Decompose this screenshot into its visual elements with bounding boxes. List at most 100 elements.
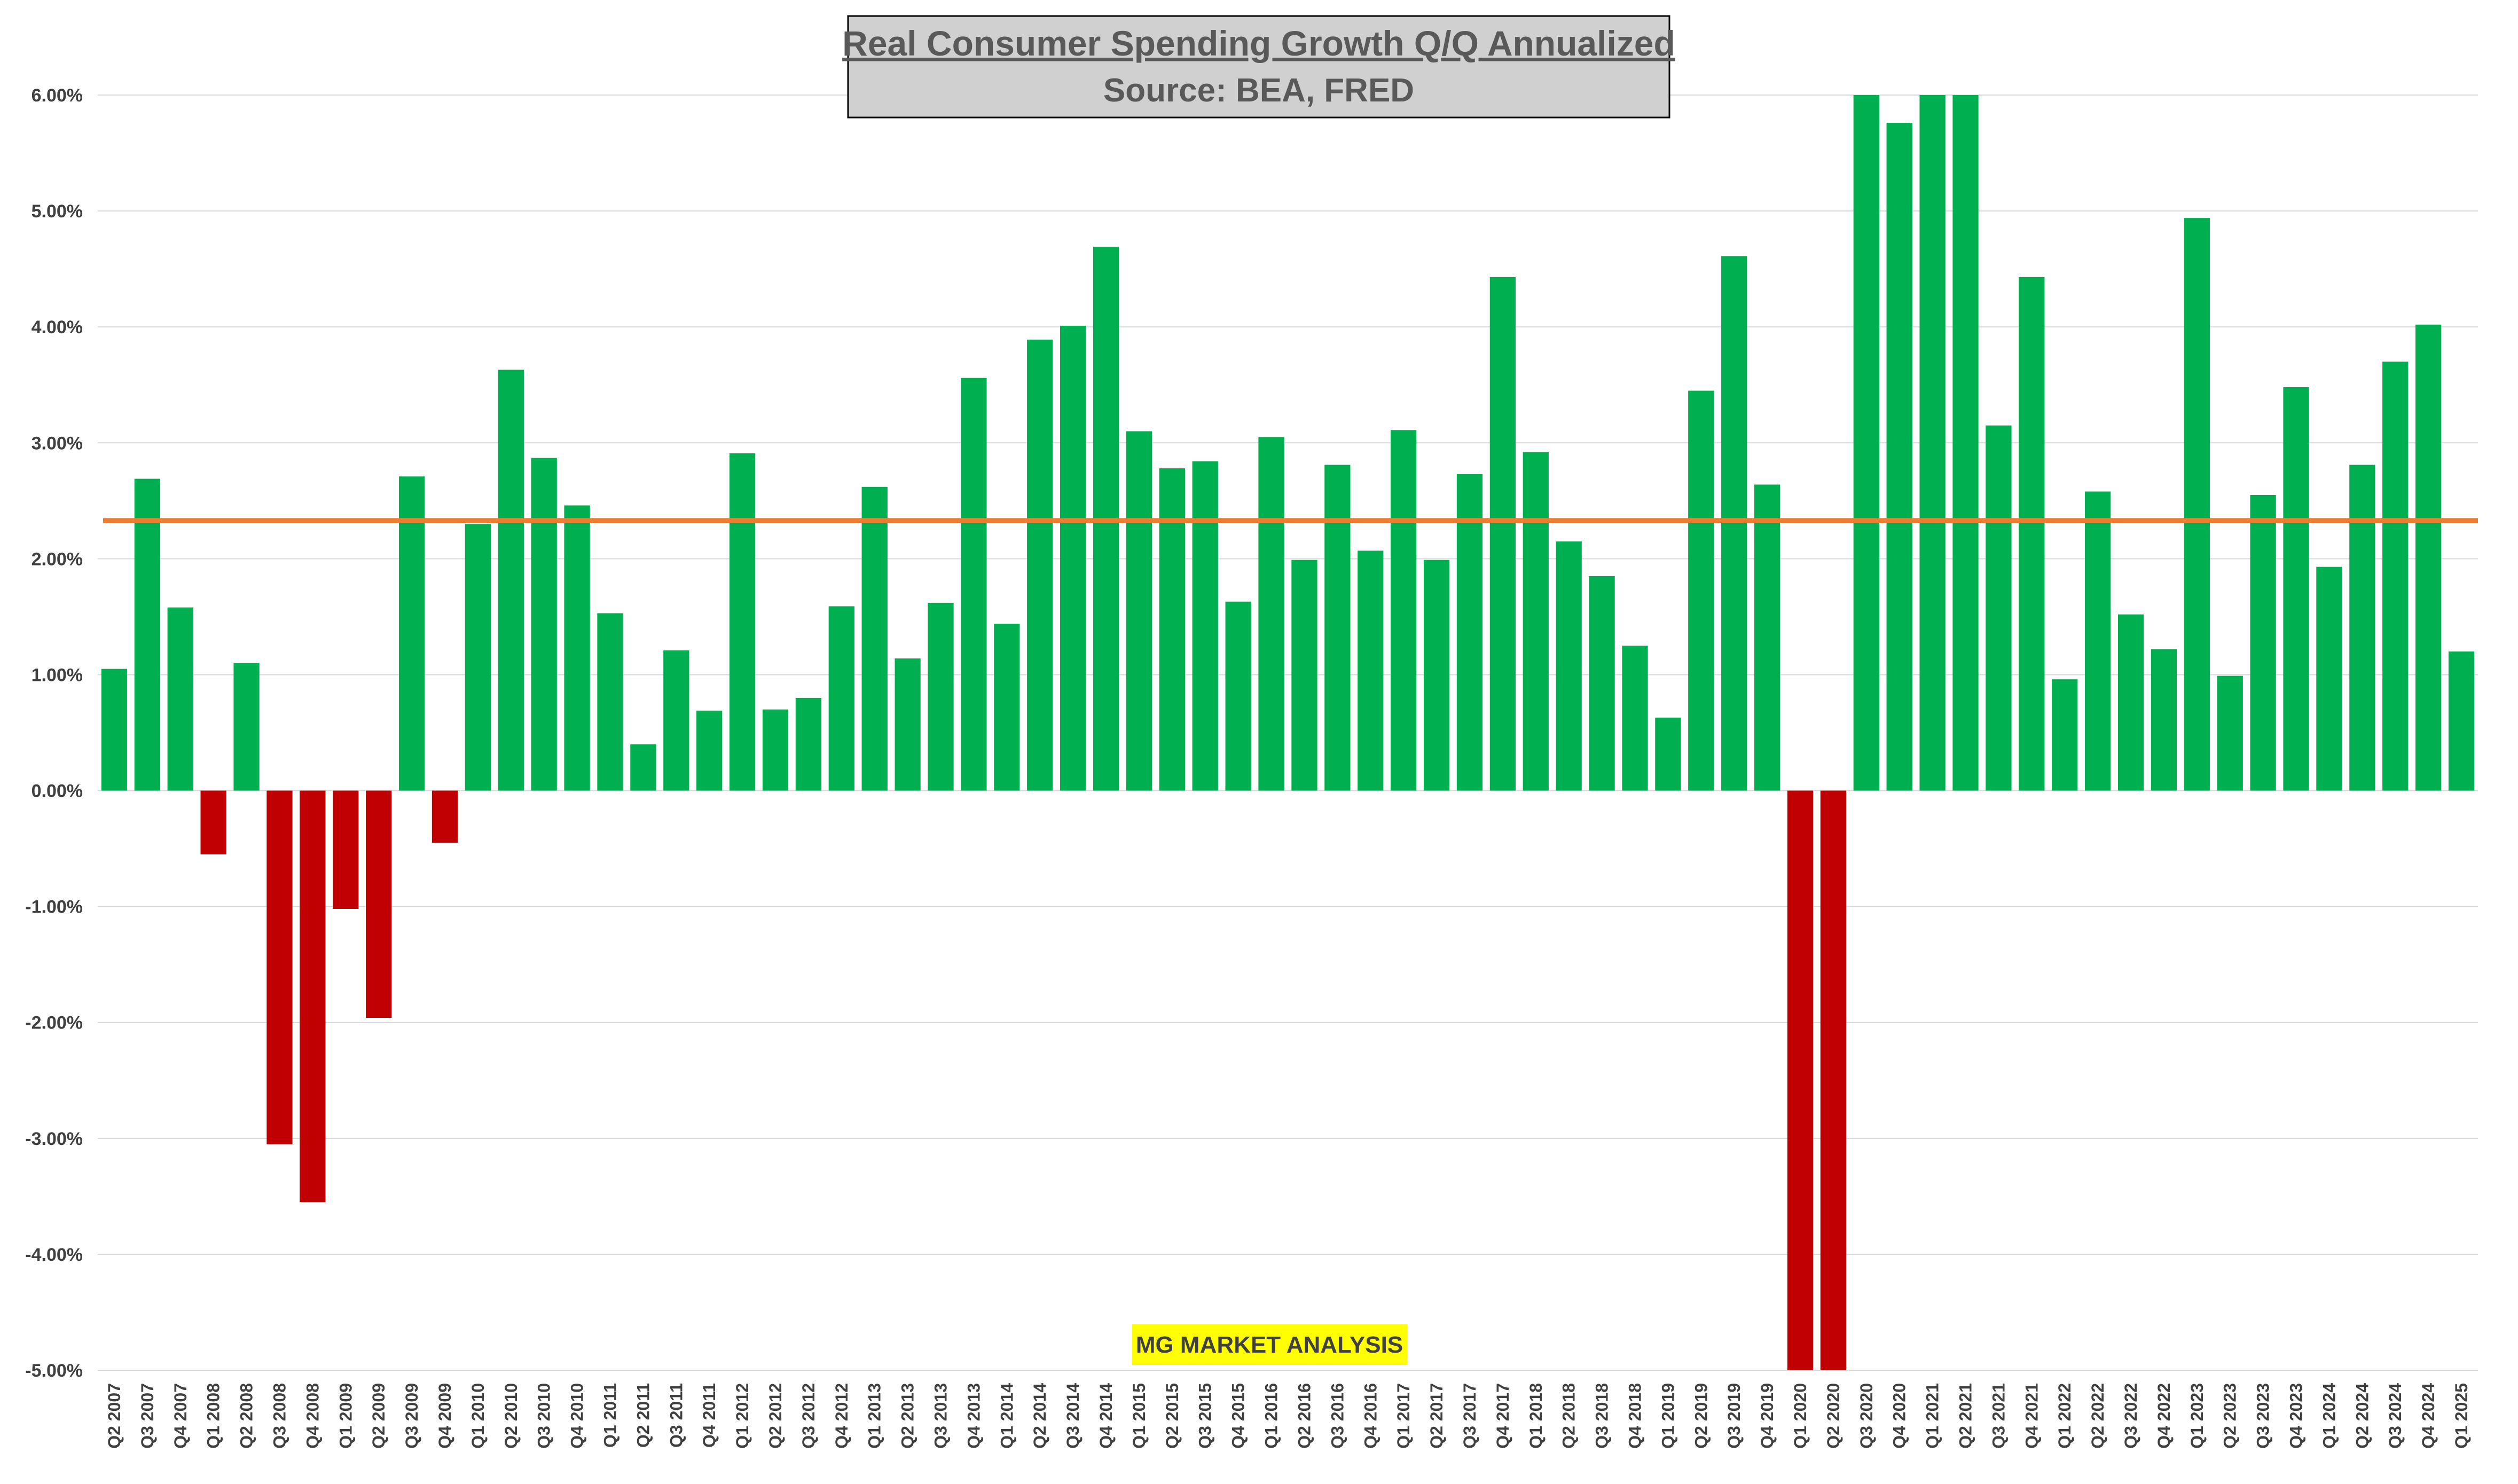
x-tick-label: Q4 2008 [303, 1383, 322, 1449]
x-tick-label: Q4 2017 [1493, 1383, 1512, 1449]
x-tick-label: Q2 2010 [501, 1383, 521, 1449]
x-tick-label: Q3 2019 [1724, 1383, 1744, 1449]
x-tick-label: Q2 2015 [1163, 1383, 1182, 1449]
bar [1456, 474, 1483, 791]
x-tick-label: Q1 2012 [733, 1383, 752, 1449]
bar [1787, 790, 1814, 1370]
x-tick-label: Q2 2017 [1427, 1383, 1446, 1449]
bars [101, 95, 2475, 1370]
bar [333, 790, 359, 909]
bar [531, 458, 557, 791]
x-tick-label: Q3 2024 [2386, 1383, 2405, 1449]
x-tick-label: Q3 2007 [138, 1383, 157, 1449]
x-tick-label: Q4 2019 [1758, 1383, 1777, 1449]
bar [1820, 790, 1847, 1370]
y-tick-label: -1.00% [25, 897, 83, 917]
bar [597, 613, 623, 791]
y-tick-label: 5.00% [32, 201, 83, 222]
bar [1423, 560, 1450, 791]
bar [1225, 601, 1251, 791]
bar [2250, 494, 2276, 791]
bar [1853, 95, 1879, 791]
bar [1919, 95, 1946, 791]
bar [1655, 717, 1681, 791]
x-tick-label: Q1 2009 [336, 1383, 355, 1449]
x-tick-label: Q1 2024 [2319, 1383, 2339, 1449]
bar [1886, 123, 1912, 791]
x-tick-label: Q4 2024 [2419, 1383, 2438, 1449]
x-tick-label: Q4 2007 [171, 1383, 190, 1449]
x-tick-label: Q4 2012 [832, 1383, 851, 1449]
x-tick-label: Q4 2015 [1229, 1383, 1248, 1449]
x-tick-label: Q1 2020 [1791, 1383, 1810, 1449]
x-tick-label: Q2 2014 [1030, 1383, 1049, 1449]
bar [2415, 324, 2442, 791]
bar [2382, 362, 2409, 791]
x-tick-label: Q4 2010 [568, 1383, 587, 1449]
x-tick-label: Q1 2019 [1658, 1383, 1677, 1449]
x-tick-label: Q4 2022 [2154, 1383, 2174, 1449]
y-tick-label: 2.00% [32, 549, 83, 569]
y-tick-label: 6.00% [32, 85, 83, 106]
bar [895, 658, 921, 791]
y-tick-label: 0.00% [32, 781, 83, 802]
bar [1688, 390, 1714, 791]
x-tick-label: Q1 2023 [2187, 1383, 2207, 1449]
bar [1027, 340, 1053, 791]
bar [366, 790, 392, 1018]
x-tick-label: Q1 2022 [2055, 1383, 2074, 1449]
bar [300, 790, 326, 1203]
x-tick-label: Q1 2014 [997, 1383, 1016, 1449]
bar [1523, 452, 1549, 791]
x-tick-label: Q2 2013 [898, 1383, 917, 1449]
x-tick-label: Q3 2011 [666, 1383, 686, 1448]
x-axis-ticks: Q2 2007 Q3 2007 Q4 2007 Q1 2008 Q2 2008 Q3 20… [105, 1383, 2471, 1449]
bar [1324, 465, 1351, 791]
y-tick-label: -3.00% [25, 1129, 83, 1149]
bar [1622, 646, 1648, 791]
bar [961, 378, 987, 791]
x-tick-label: Q3 2017 [1460, 1383, 1479, 1449]
x-tick-label: Q2 2019 [1691, 1383, 1711, 1449]
y-tick-label: -4.00% [25, 1245, 83, 1265]
bar [1489, 277, 1516, 791]
bar [2349, 465, 2375, 791]
y-tick-label: 3.00% [32, 433, 83, 453]
bar [432, 790, 458, 843]
x-tick-label: Q4 2009 [435, 1383, 454, 1449]
bar [1721, 256, 1747, 791]
x-tick-label: Q4 2018 [1625, 1383, 1644, 1449]
x-tick-label: Q3 2015 [1196, 1383, 1215, 1449]
chart-subtitle: Source: BEA, FRED [1103, 72, 1414, 109]
bar [795, 697, 822, 791]
x-tick-label: Q1 2011 [600, 1383, 619, 1448]
x-tick-label: Q1 2021 [1923, 1383, 1942, 1449]
bar [2217, 676, 2243, 791]
y-tick-label: 4.00% [32, 317, 83, 337]
x-tick-label: Q2 2011 [633, 1383, 653, 1448]
y-axis-ticks: -5.00% -4.00% -3.00% -2.00% -1.00% 0.00% 1.00%… [25, 85, 83, 1381]
bar [233, 663, 260, 791]
x-tick-label: Q4 2014 [1096, 1383, 1116, 1449]
x-tick-label: Q2 2020 [1824, 1383, 1843, 1449]
x-tick-label: Q2 2023 [2221, 1383, 2240, 1449]
x-tick-label: Q4 2023 [2287, 1383, 2306, 1449]
bar [134, 478, 160, 791]
x-tick-label: Q3 2023 [2254, 1383, 2273, 1449]
bar [1952, 95, 1979, 791]
x-tick-label: Q3 2008 [270, 1383, 289, 1449]
x-tick-label: Q2 2007 [105, 1383, 124, 1449]
x-tick-label: Q1 2018 [1526, 1383, 1546, 1449]
x-tick-label: Q2 2012 [766, 1383, 785, 1449]
chart-title: Real Consumer Spending Growth Q/Q Annual… [842, 23, 1675, 63]
x-tick-label: Q3 2021 [1989, 1383, 2008, 1449]
bar [1589, 576, 1615, 791]
x-tick-label: Q2 2018 [1559, 1383, 1579, 1449]
bar [1258, 437, 1284, 791]
bar [1060, 326, 1086, 791]
bar [1358, 551, 1384, 791]
x-tick-label: Q1 2015 [1129, 1383, 1149, 1449]
x-tick-label: Q2 2008 [237, 1383, 256, 1449]
bar [828, 606, 854, 791]
